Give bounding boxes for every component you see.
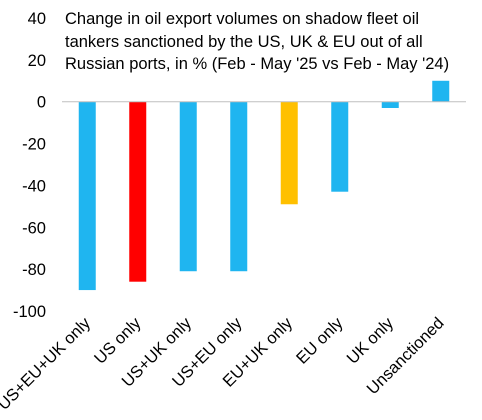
bar (280, 101, 298, 205)
bar (78, 101, 96, 291)
bar (381, 101, 399, 108)
y-tick-label: -100 (13, 303, 46, 321)
y-tick-label: 20 (28, 52, 46, 70)
y-tick-label: -20 (22, 136, 46, 154)
bar (331, 101, 349, 192)
bar (129, 101, 147, 282)
bar (230, 101, 248, 272)
bar (179, 101, 197, 272)
y-tick-label: -40 (22, 177, 46, 195)
y-tick-label: 0 (37, 94, 46, 112)
bar (432, 80, 450, 102)
chart-title-line-1: Change in oil export volumes on shadow f… (65, 10, 420, 28)
chart-title-line-2: tankers sanctioned by the US, UK & EU ou… (65, 32, 423, 51)
chart-title-line-3: Russian ports, in % (Feb - May '25 vs Fe… (65, 55, 450, 73)
x-tick-label: US+EU+UK only (0, 314, 95, 414)
y-tick-label: -60 (22, 219, 46, 237)
y-tick-label: 40 (28, 10, 46, 28)
chart-title: Change in oil export volumes on shadow f… (65, 8, 475, 76)
y-tick-label: -80 (22, 261, 46, 279)
x-tick-label: EU only (293, 314, 347, 368)
